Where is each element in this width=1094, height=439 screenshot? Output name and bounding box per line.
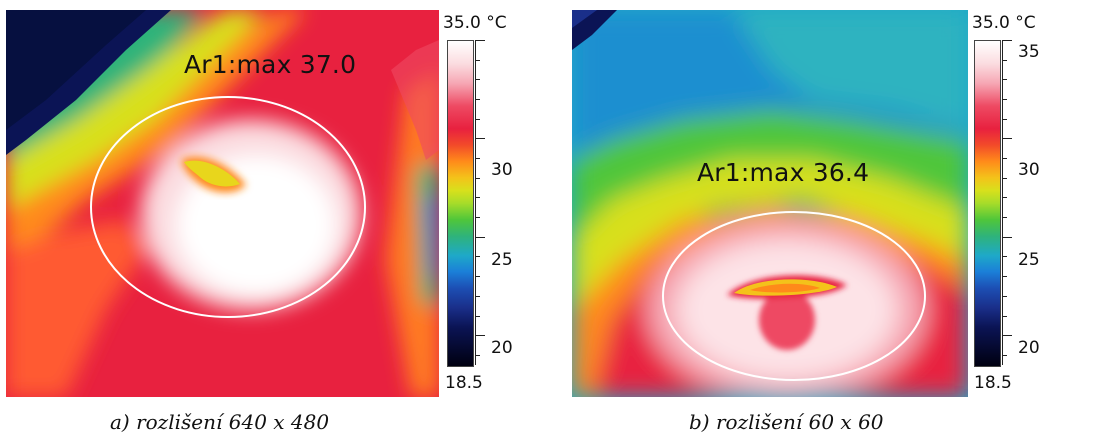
caption-a: a) rozlišení 640 x 480 <box>110 410 330 434</box>
scale-tick-label: 25 <box>491 250 513 270</box>
thermal-image-b <box>572 10 968 397</box>
scale-tick-label: 35 <box>1018 42 1040 62</box>
scale-ticks: 35 30 25 20 <box>1002 40 1040 365</box>
scale-max-label: 35.0 °C <box>972 13 1036 33</box>
color-scale-bar <box>974 40 1001 367</box>
scale-ticks: 30 25 20 <box>475 40 513 365</box>
thermal-panel-a: Ar1:max 37.0 35.0 °C 30 25 20 <box>6 10 538 397</box>
roi-ellipse-a <box>90 96 366 318</box>
color-scale-b: 35.0 °C 35 30 25 20 18.5 <box>968 10 1090 397</box>
scale-tick-label: 20 <box>1018 338 1040 358</box>
color-scale-a: 35.0 °C 30 25 20 18.5 <box>439 10 538 397</box>
roi-ellipse-b <box>662 211 926 381</box>
scale-tick-label: 20 <box>491 338 513 358</box>
scale-max-label: 35.0 °C <box>443 13 507 33</box>
caption-b: b) rozlišení 60 x 60 <box>689 410 884 434</box>
max-temperature-label: Ar1:max 37.0 <box>184 50 357 79</box>
scale-tick-label: 25 <box>1018 250 1040 270</box>
thermal-image-a <box>6 10 439 397</box>
color-scale-bar <box>447 40 474 367</box>
thermal-panel-b: Ar1:max 36.4 35.0 °C 35 30 25 20 <box>572 10 1090 397</box>
max-temperature-label: Ar1:max 36.4 <box>697 158 870 187</box>
scale-min-label: 18.5 <box>445 373 483 393</box>
scale-tick-label: 30 <box>491 160 513 180</box>
thermal-image-a-svg <box>6 10 439 397</box>
scale-tick-label: 30 <box>1018 160 1040 180</box>
thermal-image-b-svg <box>572 10 968 397</box>
scale-min-label: 18.5 <box>974 373 1012 393</box>
